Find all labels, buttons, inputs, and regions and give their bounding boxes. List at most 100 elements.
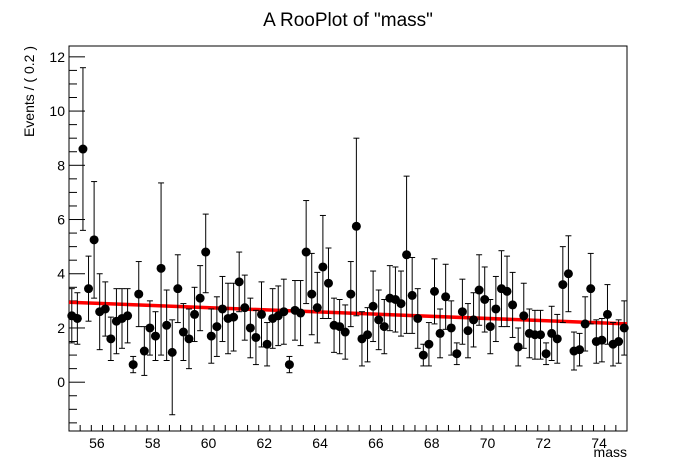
data-marker (307, 289, 317, 299)
data-point (418, 343, 428, 367)
data-marker (502, 286, 512, 296)
data-marker (72, 313, 82, 323)
data-point (474, 254, 484, 326)
data-marker (346, 289, 356, 299)
data-marker (190, 309, 200, 319)
data-point (469, 292, 479, 348)
data-marker (128, 360, 138, 370)
data-marker (552, 334, 562, 344)
data-marker (296, 308, 306, 318)
data-marker (602, 309, 612, 319)
data-marker (100, 304, 110, 314)
x-tick-label: 74 (591, 435, 607, 451)
data-point (279, 278, 289, 345)
data-marker (614, 337, 624, 347)
data-point (402, 175, 412, 334)
x-tick-label: 60 (201, 435, 217, 451)
data-point (424, 322, 434, 367)
data-marker (195, 293, 205, 303)
y-tick-label: 4 (57, 266, 65, 282)
data-point (541, 342, 551, 366)
data-point (162, 289, 172, 362)
chart-title: A RooPlot of "mass" (263, 10, 433, 31)
data-point (407, 256, 417, 334)
data-marker (541, 349, 551, 359)
data-point (296, 280, 306, 347)
data-marker (318, 262, 328, 272)
data-marker (89, 235, 99, 245)
data-point (156, 182, 166, 356)
data-marker (301, 247, 311, 257)
x-tick-label: 66 (368, 435, 384, 451)
data-point (134, 261, 144, 328)
data-point (413, 288, 423, 349)
data-point (491, 275, 501, 343)
data-marker (206, 331, 216, 341)
x-tick-label: 58 (145, 435, 161, 451)
data-point (206, 308, 216, 364)
data-point (100, 281, 110, 337)
data-marker (508, 300, 518, 310)
data-marker (212, 322, 222, 332)
data-point (128, 355, 138, 374)
y-tick-label: 2 (57, 320, 65, 336)
data-point (178, 303, 188, 362)
x-tick-label: 72 (536, 435, 552, 451)
data-marker (123, 311, 133, 321)
data-marker (150, 331, 160, 341)
data-point (580, 296, 590, 352)
data-point (485, 299, 495, 355)
data-point (441, 263, 451, 330)
data-point (452, 342, 462, 366)
data-marker (234, 277, 244, 287)
data-point (552, 313, 562, 364)
data-marker (519, 311, 529, 321)
data-marker (457, 307, 467, 317)
x-tick-label: 70 (480, 435, 496, 451)
data-marker (463, 326, 473, 336)
data-point (139, 326, 149, 376)
data-point (379, 299, 389, 355)
data-point (262, 322, 272, 367)
data-point (346, 261, 356, 328)
fit-curve (68, 300, 628, 326)
data-marker (84, 284, 94, 294)
data-marker (619, 323, 629, 333)
data-point (480, 266, 490, 333)
data-point (89, 181, 99, 299)
data-marker (368, 301, 378, 311)
data-marker (429, 286, 439, 296)
data-marker (474, 285, 484, 295)
data-marker (446, 323, 456, 333)
data-marker (145, 323, 155, 333)
data-point (591, 319, 601, 364)
data-marker (178, 327, 188, 337)
data-point (536, 309, 546, 360)
data-marker (251, 332, 261, 342)
y-tick-label: 12 (49, 49, 65, 65)
data-point (217, 275, 227, 343)
x-axis-title: mass (594, 444, 627, 460)
data-point (190, 286, 200, 343)
data-point (72, 292, 82, 345)
data-marker (441, 292, 451, 302)
data-point (240, 274, 250, 341)
data-marker (323, 278, 333, 288)
data-point (245, 297, 255, 359)
data-point (123, 288, 133, 344)
data-marker (201, 247, 211, 257)
data-point (614, 319, 624, 364)
data-point (374, 289, 384, 351)
data-marker (547, 328, 557, 338)
data-point (508, 271, 518, 338)
x-tick-label: 62 (257, 435, 273, 451)
y-tick-label: 0 (57, 374, 65, 390)
data-marker (184, 334, 194, 344)
data-point (435, 308, 445, 359)
data-point (619, 300, 629, 356)
data-marker (312, 303, 322, 313)
data-marker (134, 289, 144, 299)
data-point (586, 252, 596, 325)
data-marker (262, 339, 272, 349)
data-marker (257, 309, 267, 319)
